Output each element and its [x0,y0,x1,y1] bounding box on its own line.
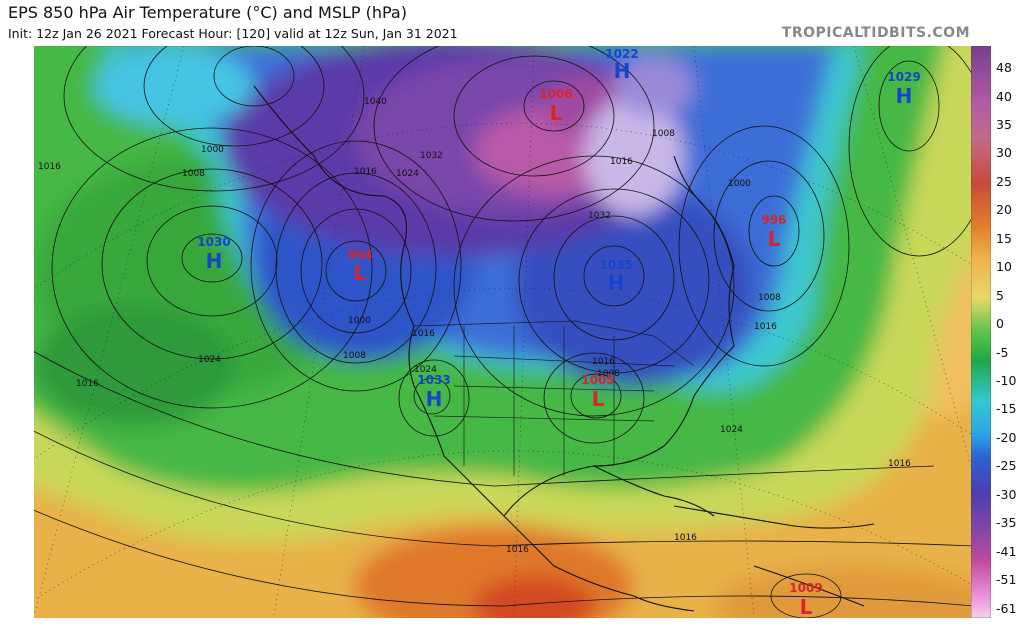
colorbar-tick: -5 [996,345,1009,360]
isobar-label: 1016 [354,167,377,177]
pressure-type: H [896,84,913,108]
colorbar-gradient [970,45,992,619]
pressure-type: L [550,101,563,125]
colorbar-tick: -61 [996,601,1017,616]
pressure-centers: 1022 H 1006 L 1029 H 1030 H 994 L 1035 H [197,47,920,618]
temperature-colorbar [970,45,992,619]
high-pressure-center: 1033 H [417,373,450,411]
high-pressure-center: 1029 H [887,70,920,108]
isobar-label: 1016 [610,157,633,167]
colorbar-tick: 25 [996,174,1012,189]
pressure-type: L [354,261,367,285]
colorbar-tick: 35 [996,117,1012,132]
low-pressure-center: 994 L [347,248,372,285]
colorbar-tick: 40 [996,89,1012,104]
colorbar-tick: -30 [996,487,1017,502]
colorbar-tick: 48 [996,60,1012,75]
isobar-label: 1008 [343,351,366,361]
isobar-label-group: 1016 1000 1008 1024 1016 1000 1008 1016 … [38,97,911,555]
colorbar-tick: -25 [996,458,1017,473]
isobar-label: 1008 [758,293,781,303]
pressure-value: 996 [761,213,786,227]
pressure-type: H [608,271,625,295]
colorbar-tick: 5 [996,288,1004,303]
colorbar-tick: 10 [996,259,1012,274]
pressure-type: L [592,387,605,411]
colorbar-tick: -10 [996,373,1017,388]
isobar-label: 1008 [652,129,675,139]
isobar-label: 1040 [364,97,387,107]
colorbar-tick: 15 [996,231,1012,246]
colorbar-tick: -20 [996,430,1017,445]
pressure-value: 1030 [197,235,230,249]
pressure-value: 1006 [539,87,572,101]
isobar-label: 1032 [420,151,443,161]
isobar-label: 1024 [396,169,419,179]
isobar-label: 1032 [588,211,611,221]
pressure-value: 1029 [887,70,920,84]
isobar-label: 1016 [754,322,777,332]
pressure-value: 1005 [581,373,614,387]
colorbar-tick: -41 [996,544,1017,559]
colorbar-tick: 20 [996,202,1012,217]
isobar-label: 1000 [348,316,371,326]
forecast-info: Init: 12z Jan 26 2021 Forecast Hour: [12… [8,26,458,41]
isobar-label: 1016 [674,533,697,543]
map-canvas: 1016 1000 1008 1024 1016 1000 1008 1016 … [34,46,971,618]
isobar-label: 1024 [414,365,437,375]
isobar-label: 1016 [592,357,615,367]
isobar-label: 1016 [38,162,61,172]
pressure-type: L [800,595,813,618]
high-pressure-center: 1022 H [605,47,638,83]
pressure-type: H [426,387,443,411]
pressure-value: 994 [347,248,372,262]
isobar-label: 1024 [720,425,743,435]
high-pressure-center: 1035 H [599,258,632,295]
isobar-label: 1016 [76,379,99,389]
pressure-type: H [614,59,631,83]
isobar-label: 1000 [201,145,224,155]
colorbar-tick: 30 [996,145,1012,160]
colorbar-tick: 0 [996,316,1004,331]
header: EPS 850 hPa Air Temperature (°C) and MSL… [0,0,1024,46]
isobars [34,46,971,618]
isobar-label: 1016 [888,459,911,469]
low-pressure-center: 1006 L [539,87,572,125]
low-pressure-center: 1005 L [581,373,614,411]
low-pressure-center: 996 L [761,213,786,251]
pressure-type: L [768,227,781,251]
pressure-value: 1035 [599,258,632,272]
isobar-label: 1000 [728,179,751,189]
map-title: EPS 850 hPa Air Temperature (°C) and MSL… [8,3,407,22]
political-borders [413,320,695,476]
isobar-label: 1008 [182,169,205,179]
site-brand[interactable]: TROPICALTIDBITS.COM [781,25,970,41]
pressure-value: 1009 [789,581,822,595]
pressure-value: 1033 [417,373,450,387]
pressure-type: H [206,249,223,273]
weather-map: 1016 1000 1008 1024 1016 1000 1008 1016 … [34,46,971,618]
isobar-label: 1024 [198,355,221,365]
isobar-label: 1016 [412,329,435,339]
colorbar-tick: -51 [996,572,1017,587]
low-pressure-center: 1009 L [789,581,822,618]
isobar-label: 1008 [597,369,620,379]
colorbar-tick: -15 [996,401,1017,416]
colorbar-tick: -35 [996,515,1017,530]
coastlines [253,85,875,612]
high-pressure-center: 1030 H [197,235,230,273]
isobar-label: 1016 [506,545,529,555]
temperature-field [34,46,971,618]
pressure-value: 1022 [605,47,638,61]
